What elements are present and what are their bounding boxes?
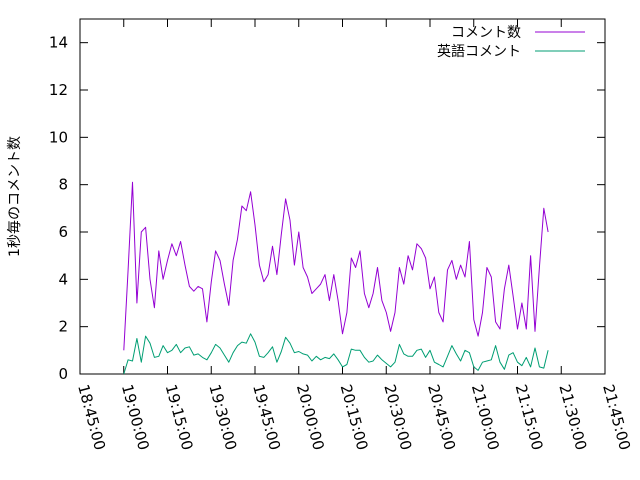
y-tick-label: 8 (58, 176, 68, 194)
y-tick-label: 2 (58, 318, 68, 336)
y-tick-label: 0 (58, 365, 68, 383)
legend-label-2: 英語コメント (437, 43, 521, 60)
series-line-1 (123, 181, 549, 351)
y-tick-label: 10 (49, 128, 68, 146)
y-axis: 0 2 4 6 8 10 12 14 (49, 34, 605, 383)
y-tick-label: 14 (49, 34, 68, 52)
y-tick-label: 4 (58, 270, 68, 288)
y-tick-label: 12 (49, 81, 68, 99)
y-tick-label: 6 (58, 223, 68, 241)
series-line-2 (123, 333, 549, 375)
legend-label-1: コメント数 (451, 25, 521, 41)
series-layer (123, 181, 549, 375)
y-axis-title: 1秒毎のコメント数 (7, 136, 23, 257)
